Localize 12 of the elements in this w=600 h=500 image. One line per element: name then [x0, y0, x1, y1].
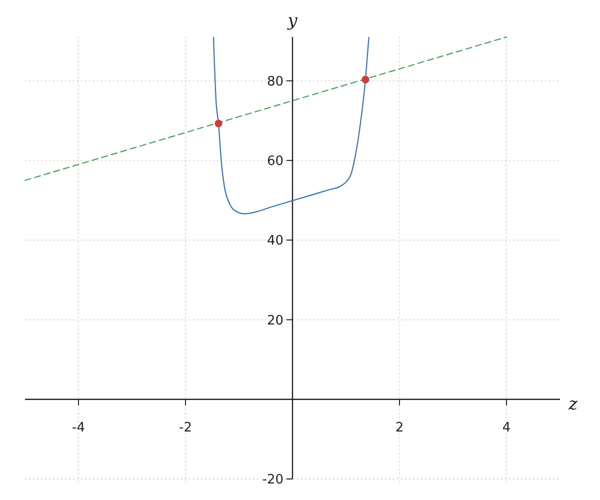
y-tick-label: 20 [266, 313, 284, 328]
line-series [212, 36, 370, 214]
y-tick-label: 80 [266, 74, 284, 90]
y-tick-label: -20 [262, 472, 284, 488]
x-axis-title: z [568, 394, 579, 414]
y-tick-label: 60 [266, 154, 284, 169]
x-tick-label: -4 [72, 420, 85, 436]
y-tick-label: 40 [266, 234, 284, 249]
x-tick-label: 4 [502, 420, 511, 436]
x-tick-label: -2 [179, 420, 192, 436]
y-axis-title: y [286, 11, 298, 31]
x-tick-label: 2 [395, 420, 404, 436]
